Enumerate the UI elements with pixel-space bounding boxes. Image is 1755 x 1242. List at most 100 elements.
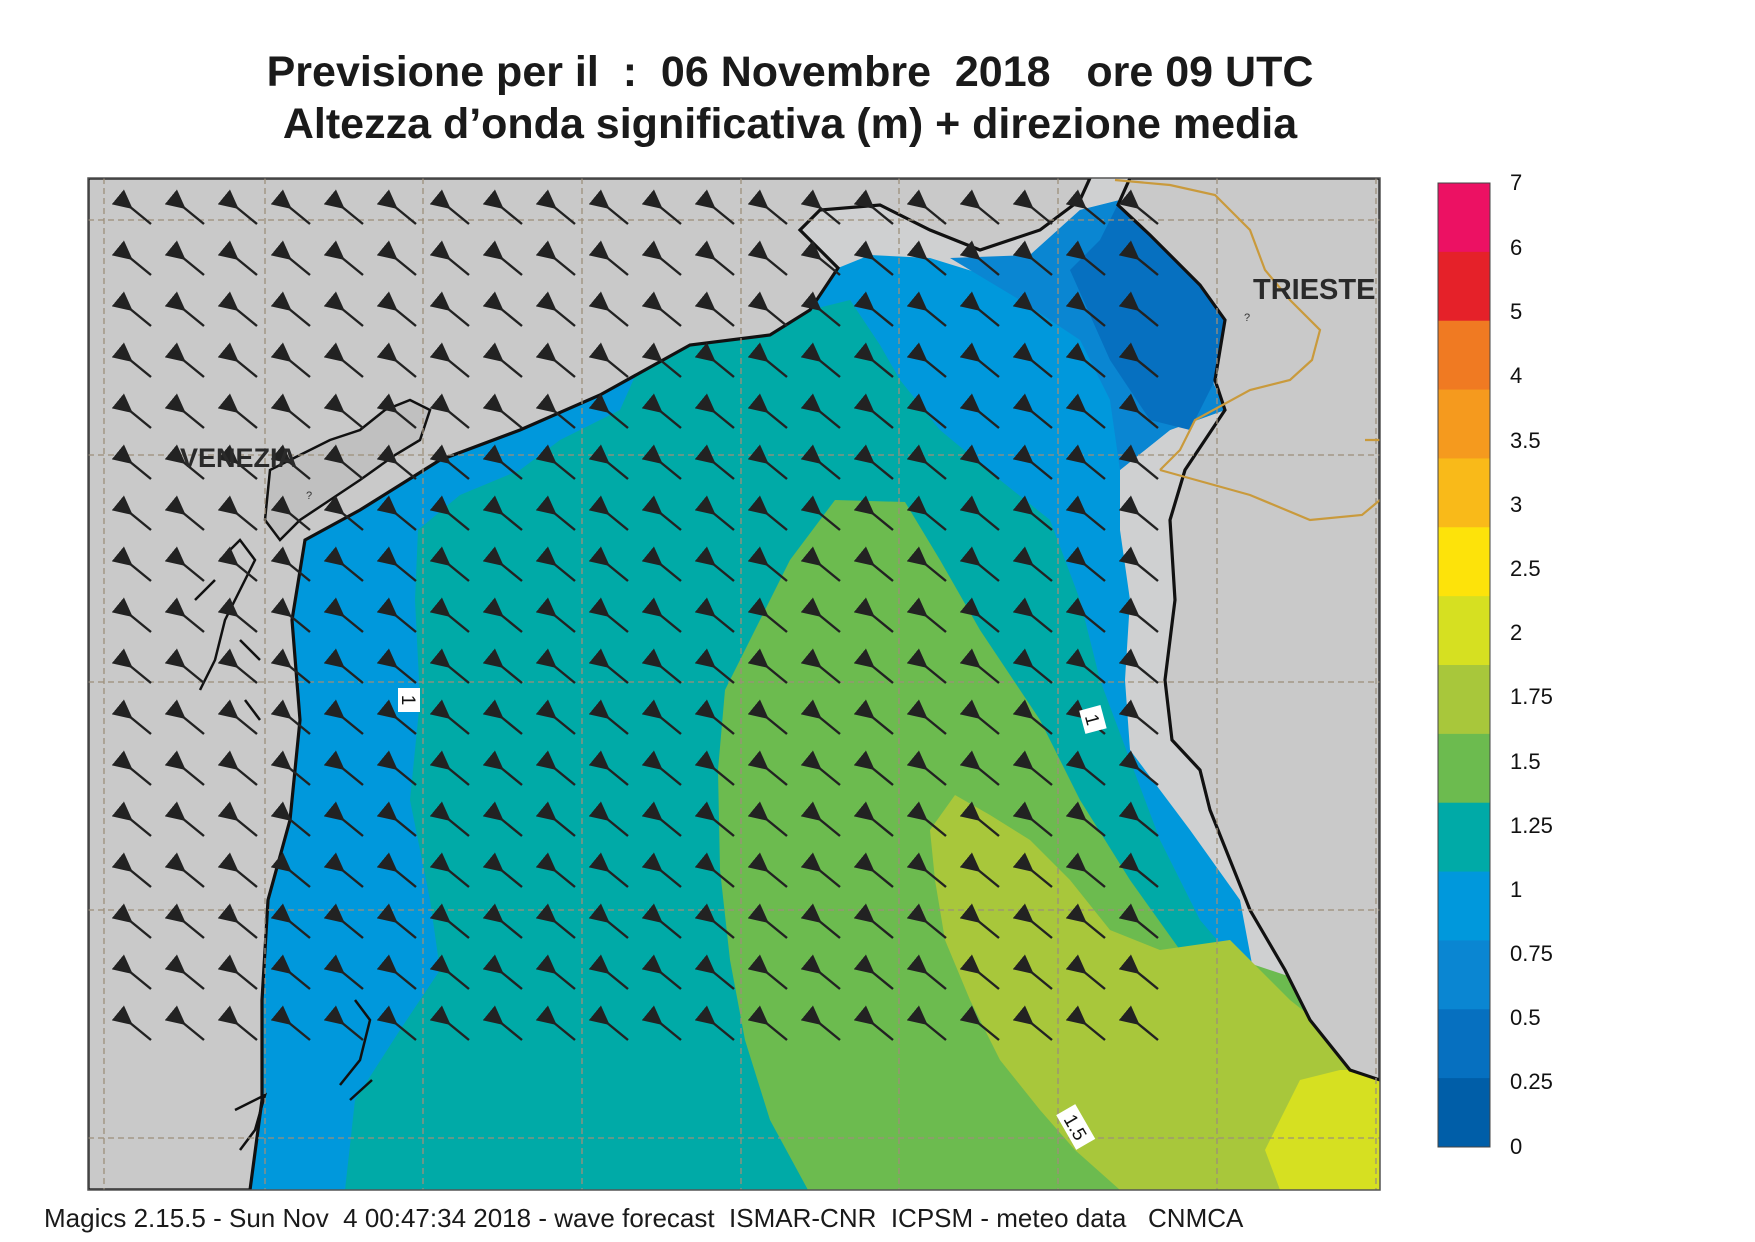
wave-arrow xyxy=(641,240,682,276)
footer-credits: Magics 2.15.5 - Sun Nov 4 00:47:34 2018 … xyxy=(44,1203,1244,1233)
forecast-title: Previsione per il : 06 Novembre 2018 ore… xyxy=(266,48,1314,96)
legend-swatch xyxy=(1438,802,1490,873)
wave-arrow xyxy=(164,342,205,378)
wave-arrow xyxy=(111,750,152,786)
wave-arrow xyxy=(535,189,576,225)
wave-arrow xyxy=(694,699,735,735)
wave-arrow xyxy=(535,1005,576,1041)
wave-arrow xyxy=(959,750,1000,786)
wave-arrow xyxy=(800,291,841,327)
wave-arrow xyxy=(482,546,523,582)
wave-arrow xyxy=(694,546,735,582)
wave-arrow xyxy=(1118,291,1159,327)
wave-arrow xyxy=(217,852,258,888)
wave-arrow xyxy=(164,801,205,837)
wave-arrow xyxy=(164,546,205,582)
wave-arrow xyxy=(747,1005,788,1041)
wave-arrow xyxy=(1065,954,1106,990)
wave-arrow xyxy=(641,852,682,888)
wave-arrow xyxy=(747,444,788,480)
wave-arrow xyxy=(906,546,947,582)
wave-arrow xyxy=(906,852,947,888)
wave-arrow xyxy=(482,648,523,684)
wave-arrow xyxy=(323,342,364,378)
wave-arrow xyxy=(376,954,417,990)
wave-arrow xyxy=(959,393,1000,429)
wave-arrow xyxy=(429,189,470,225)
wave-arrow xyxy=(588,240,629,276)
legend-tick-label: 6 xyxy=(1510,235,1523,260)
wave-arrow xyxy=(535,597,576,633)
wave-arrow xyxy=(164,444,205,480)
wave-arrow xyxy=(1065,801,1106,837)
wave-arrow xyxy=(747,852,788,888)
wave-arrow xyxy=(959,189,1000,225)
wave-arrow xyxy=(482,954,523,990)
wave-arrow xyxy=(641,597,682,633)
wave-arrow xyxy=(270,342,311,378)
wave-arrow xyxy=(376,750,417,786)
wave-arrow xyxy=(853,1005,894,1041)
wave-arrow xyxy=(1118,393,1159,429)
forecast-subtitle: Altezza d’onda significativa (m) + direz… xyxy=(282,100,1298,148)
wave-arrow xyxy=(535,291,576,327)
wave-arrow xyxy=(217,801,258,837)
wave-arrow xyxy=(111,1005,152,1041)
wave-arrow xyxy=(588,699,629,735)
wave-arrow xyxy=(906,750,947,786)
wave-arrow xyxy=(1118,1005,1159,1041)
wave-arrow xyxy=(1065,648,1106,684)
legend-tick-label: 0.75 xyxy=(1510,941,1553,966)
wave-arrow xyxy=(959,444,1000,480)
wave-arrow xyxy=(164,291,205,327)
legend-tick-label: 1.25 xyxy=(1510,813,1553,838)
wave-arrow xyxy=(800,648,841,684)
wave-arrow xyxy=(747,954,788,990)
wave-arrow xyxy=(906,393,947,429)
wave-arrow xyxy=(323,852,364,888)
wave-arrow xyxy=(482,750,523,786)
wave-arrow xyxy=(959,291,1000,327)
wave-arrow xyxy=(1012,801,1053,837)
wave-arrow xyxy=(1118,954,1159,990)
wave-arrow xyxy=(588,597,629,633)
wave-arrow xyxy=(482,291,523,327)
legend-tick-label: 2 xyxy=(1510,620,1523,645)
wave-arrow xyxy=(323,750,364,786)
wave-arrow xyxy=(853,597,894,633)
wave-arrow xyxy=(482,189,523,225)
wave-arrow xyxy=(482,1005,523,1041)
wave-arrow xyxy=(429,240,470,276)
land-west xyxy=(88,178,1092,1190)
wave-arrow xyxy=(1118,444,1159,480)
wave-arrow xyxy=(906,291,947,327)
wave-arrow xyxy=(641,699,682,735)
wave-arrow xyxy=(376,597,417,633)
wave-arrow xyxy=(588,954,629,990)
wave-arrow xyxy=(694,954,735,990)
wave-arrow xyxy=(906,648,947,684)
wave-arrow xyxy=(482,240,523,276)
wave-arrow xyxy=(694,903,735,939)
wave-arrow xyxy=(959,648,1000,684)
wave-arrow xyxy=(1012,597,1053,633)
wave-arrow xyxy=(1012,342,1053,378)
svg-text:1: 1 xyxy=(1080,712,1103,728)
wave-arrow xyxy=(906,801,947,837)
wave-arrow xyxy=(270,648,311,684)
wave-arrow xyxy=(1012,852,1053,888)
wave-arrow xyxy=(853,240,894,276)
land-east xyxy=(1116,178,1380,1082)
wave-arrow xyxy=(588,495,629,531)
wave-arrow xyxy=(747,648,788,684)
wave-arrow xyxy=(429,546,470,582)
wave-arrow xyxy=(1118,597,1159,633)
wave-arrow xyxy=(800,699,841,735)
wave-arrow xyxy=(906,189,947,225)
wave-arrow xyxy=(482,903,523,939)
wave-arrow xyxy=(429,750,470,786)
wave-arrow xyxy=(376,903,417,939)
wave-arrow xyxy=(959,801,1000,837)
wave-arrow xyxy=(323,393,364,429)
